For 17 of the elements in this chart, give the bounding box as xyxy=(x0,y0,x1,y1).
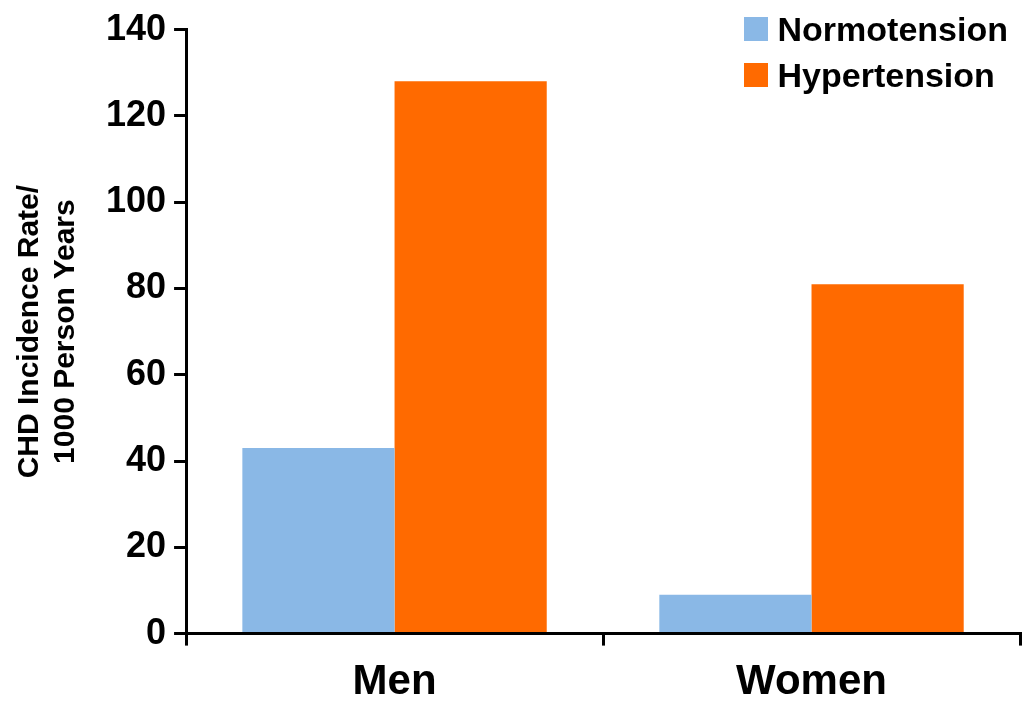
y-tick-label: 60 xyxy=(126,351,167,393)
legend-label: Hypertension xyxy=(777,55,995,96)
x-tick-label: Men xyxy=(352,656,437,704)
y-tick-label: 140 xyxy=(105,6,167,48)
y-tick-label: 120 xyxy=(105,92,167,134)
bar xyxy=(242,448,395,633)
x-tick-label: Women xyxy=(736,656,887,704)
y-tick-label: 20 xyxy=(126,524,167,566)
bar xyxy=(811,284,964,633)
bar xyxy=(394,81,547,633)
y-axis-title: CHD Incidence Rate/ 1000 Person Years xyxy=(11,184,81,479)
y-tick-label: 100 xyxy=(105,179,167,221)
bar xyxy=(659,594,812,633)
y-tick-label: 80 xyxy=(126,265,167,307)
legend-label: Normotension xyxy=(777,9,1008,50)
y-tick-label: 0 xyxy=(146,610,167,652)
y-tick-label: 40 xyxy=(126,437,167,479)
